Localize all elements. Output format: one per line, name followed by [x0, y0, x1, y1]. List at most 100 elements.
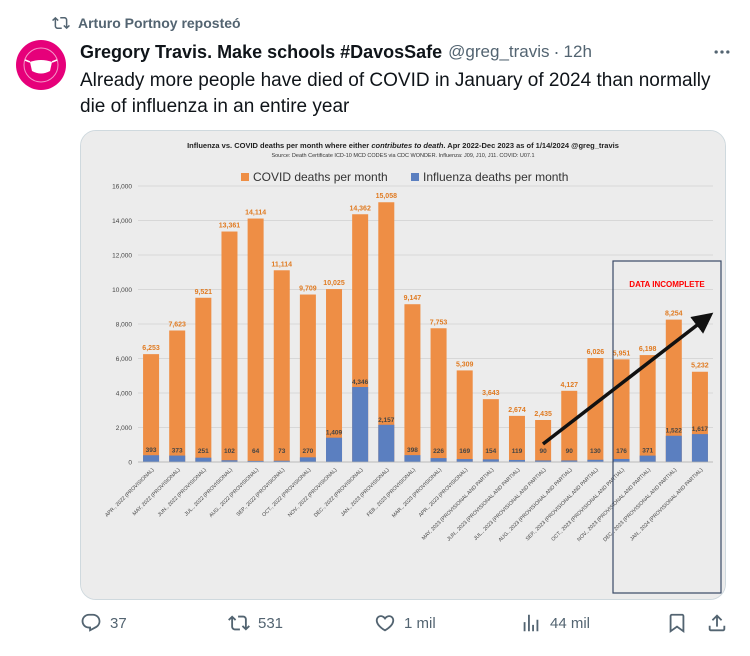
avatar[interactable]	[16, 40, 66, 90]
bar-covid	[247, 218, 264, 462]
data-label-influenza: 1,409	[326, 430, 343, 437]
data-label-influenza: 373	[172, 448, 183, 455]
bookmark-icon	[669, 613, 685, 634]
views-count: 44 mil	[550, 614, 591, 632]
chart-title-part: contributes to death	[371, 141, 444, 150]
data-label-influenza: 371	[642, 448, 653, 455]
data-label-covid: 5,951	[613, 350, 631, 357]
repost-label: Arturo Portnoy reposteó	[78, 15, 241, 31]
chart-title-part: . Apr 2022-Dec 2023 as of 1/14/2024 @gre…	[443, 141, 618, 150]
data-label-covid: 3,643	[482, 390, 500, 397]
tweet-header: Gregory Travis. Make schools #DavosSafe …	[80, 40, 734, 64]
bar-influenza	[691, 434, 708, 462]
data-label-covid: 10,025	[323, 280, 345, 287]
data-label-covid: 4,127	[560, 382, 578, 389]
data-label-covid: 8,254	[665, 311, 683, 318]
bar-covid	[195, 297, 212, 462]
chart: Influenza vs. COVID deaths per month whe…	[81, 131, 725, 599]
data-incomplete-box	[612, 260, 722, 594]
y-tick-label: 6,000	[116, 356, 133, 363]
reply-count: 37	[110, 614, 127, 632]
data-label-influenza: 2,157	[378, 417, 395, 424]
data-label-influenza: 398	[407, 447, 418, 454]
data-label-influenza: 73	[278, 448, 286, 455]
like-button[interactable]: 1 mil	[374, 612, 520, 634]
bar-influenza	[613, 458, 630, 462]
mask-icon	[17, 41, 65, 89]
data-label-influenza: 154	[485, 448, 496, 455]
author-handle[interactable]: @greg_travis	[448, 42, 550, 61]
bar-covid	[299, 294, 316, 462]
legend-label-covid: COVID deaths per month	[253, 170, 388, 184]
data-label-covid: 7,753	[430, 319, 448, 326]
bar-influenza	[561, 460, 578, 462]
bar-influenza	[665, 435, 682, 462]
bar-influenza	[326, 437, 343, 462]
repost-button[interactable]: 531	[228, 612, 374, 634]
bar-covid	[404, 304, 421, 462]
y-tick-label: 0	[128, 460, 132, 467]
reply-button[interactable]: 37	[80, 612, 228, 634]
bar-influenza	[508, 459, 525, 462]
separator: ·	[553, 41, 560, 62]
bar-covid	[143, 354, 160, 462]
data-label-influenza: 90	[539, 448, 547, 455]
bar-influenza	[221, 460, 238, 462]
chart-title: Influenza vs. COVID deaths per month whe…	[187, 141, 619, 150]
bar-covid	[587, 358, 604, 462]
data-label-covid: 6,026	[587, 349, 605, 356]
bar-influenza	[587, 459, 604, 462]
action-bar: 37 531 1 mil 44 mil	[80, 612, 730, 634]
bar-covid	[169, 330, 186, 462]
legend-label-influenza: Influenza deaths per month	[423, 170, 568, 184]
data-label-influenza: 119	[512, 448, 523, 455]
author-name[interactable]: Gregory Travis. Make schools #DavosSafe	[80, 41, 443, 62]
bar-influenza	[195, 457, 212, 462]
timestamp[interactable]: 12h	[563, 42, 592, 61]
repost-count: 531	[258, 614, 284, 632]
y-tick-label: 12,000	[112, 253, 132, 260]
data-label-influenza: 130	[590, 448, 601, 455]
data-label-influenza: 251	[198, 448, 209, 455]
views-button[interactable]: 44 mil	[520, 612, 666, 634]
share-button[interactable]	[706, 612, 730, 634]
data-label-influenza: 393	[146, 447, 157, 454]
data-label-influenza: 90	[566, 448, 574, 455]
heart-icon	[375, 615, 395, 632]
bar-covid	[273, 270, 290, 462]
bar-covid	[430, 328, 447, 462]
bar-covid	[613, 359, 630, 462]
bar-covid	[482, 399, 499, 462]
bar-influenza	[273, 460, 290, 462]
data-label-influenza: 226	[433, 448, 444, 455]
more-button[interactable]	[710, 40, 734, 64]
bar-covid	[561, 390, 578, 462]
bar-influenza	[535, 460, 552, 462]
bar-covid	[665, 319, 682, 462]
y-tick-label: 4,000	[116, 391, 133, 398]
bar-influenza	[352, 387, 369, 462]
data-label-covid: 6,198	[639, 346, 657, 353]
bar-influenza	[456, 459, 473, 462]
tweet-media[interactable]: Influenza vs. COVID deaths per month whe…	[80, 130, 726, 600]
data-label-influenza: 169	[459, 448, 470, 455]
data-label-covid: 5,309	[456, 361, 474, 368]
data-label-covid: 5,232	[691, 363, 709, 370]
bar-influenza	[169, 455, 186, 462]
bookmark-button[interactable]	[666, 612, 706, 634]
chart-title-part: Influenza vs. COVID deaths per month whe…	[187, 141, 371, 150]
share-icon	[708, 614, 726, 632]
bar-influenza	[639, 455, 656, 462]
reply-icon	[81, 613, 101, 632]
bar-covid	[378, 202, 395, 462]
y-tick-label: 8,000	[116, 322, 133, 329]
trend-arrow	[541, 312, 714, 446]
bar-influenza	[378, 424, 395, 462]
tweet-text: Already more people have died of COVID i…	[80, 70, 711, 117]
repost-header[interactable]: Arturo Portnoy reposteó	[52, 14, 241, 32]
data-label-influenza: 4,346	[352, 379, 369, 386]
bar-covid	[221, 231, 238, 462]
bar-influenza	[430, 458, 447, 462]
bar-covid	[535, 419, 552, 462]
chart-subtitle: Source: Death Certificate ICD-10 MCD COD…	[271, 153, 534, 159]
